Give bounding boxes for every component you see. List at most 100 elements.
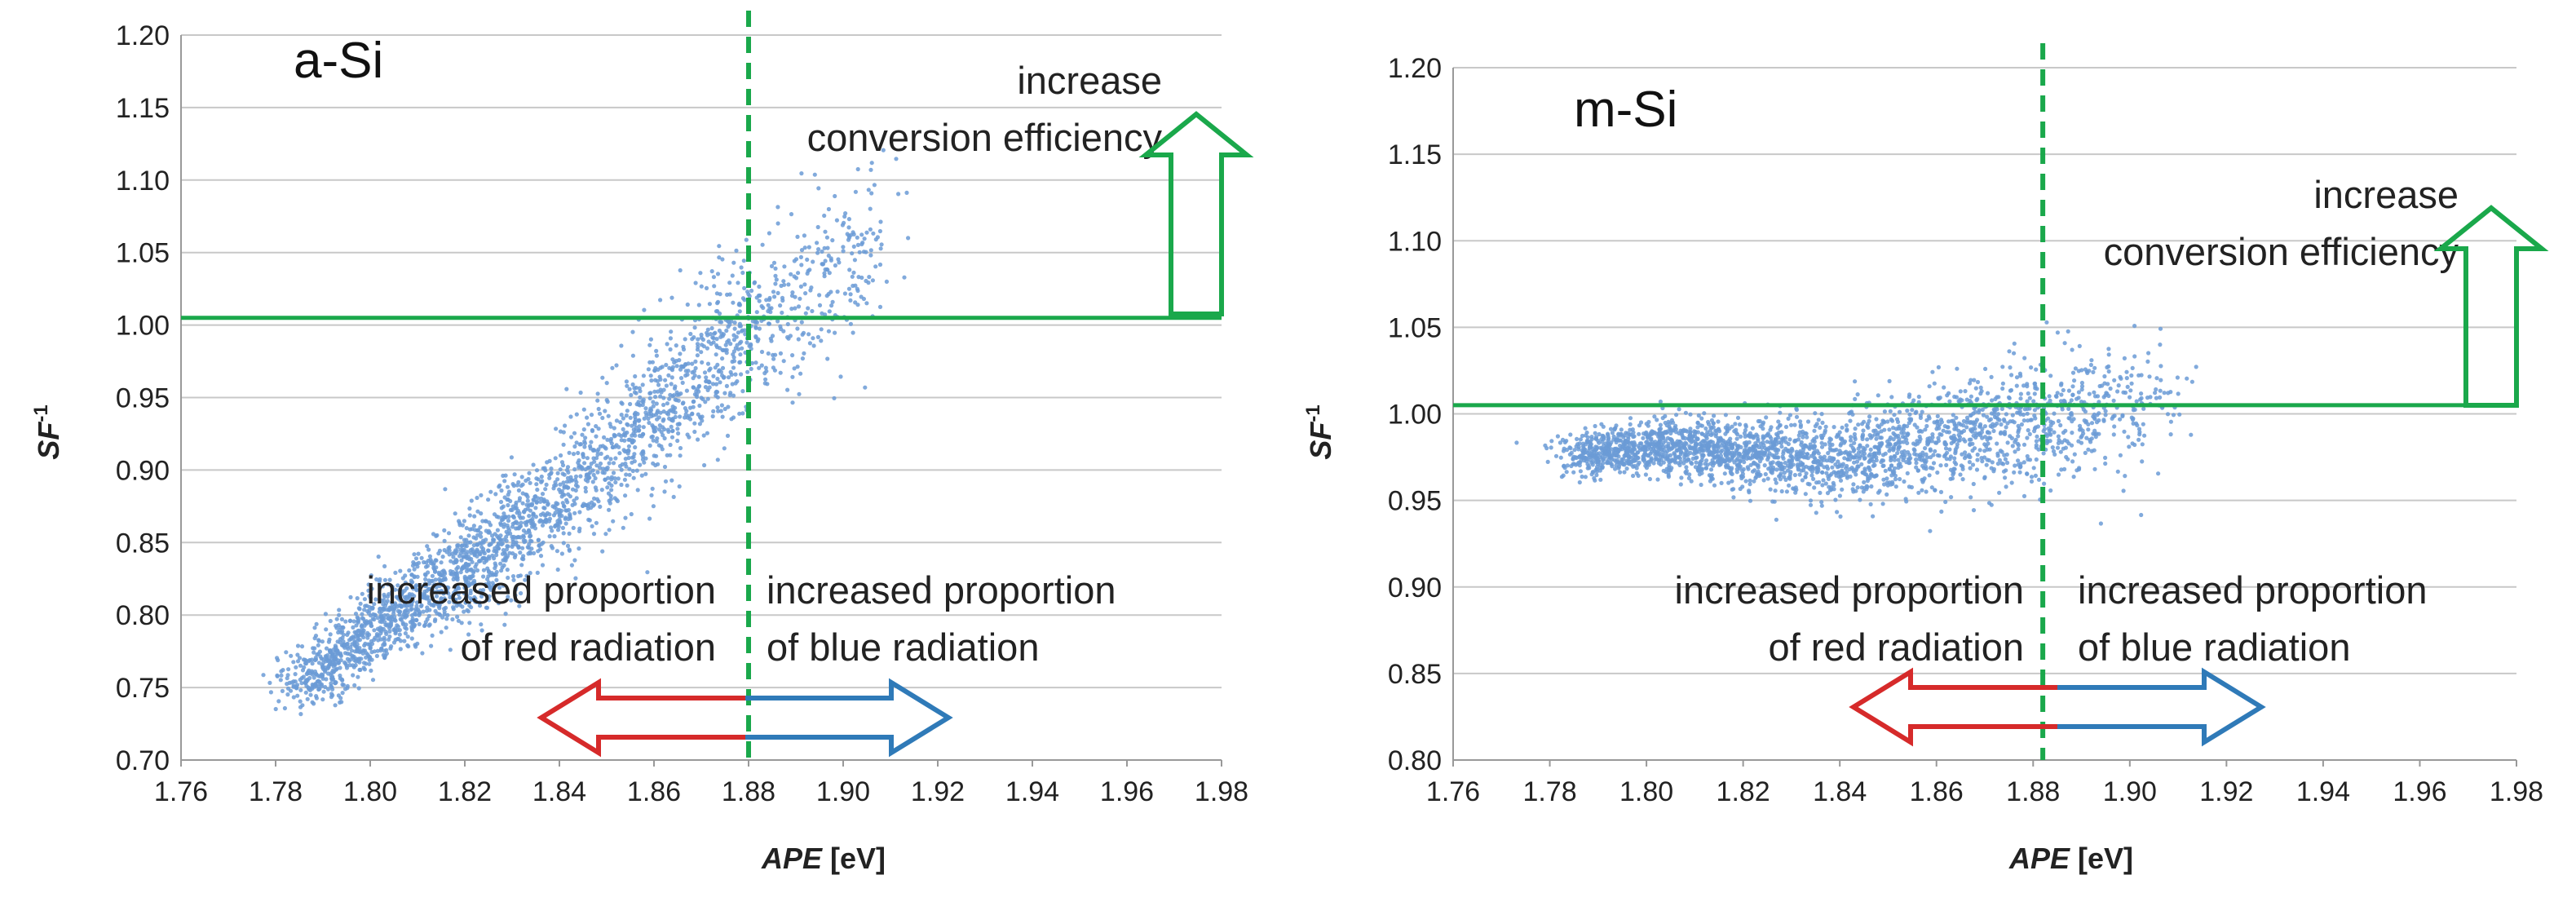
m-si-scatter-point	[1879, 435, 1884, 440]
a-si-scatter-point	[702, 462, 707, 468]
a-si-scatter-point	[477, 600, 482, 605]
a-si-scatter-point	[666, 429, 671, 435]
a-si-scatter-point	[487, 594, 492, 599]
m-si-scatter-point	[1860, 422, 1865, 426]
a-si-scatter-point	[565, 500, 570, 505]
a-si-scatter-point	[700, 360, 705, 365]
a-si-scatter-point	[816, 247, 821, 252]
a-si-scatter-point	[275, 673, 280, 678]
m-si-scatter-point	[1687, 433, 1693, 438]
a-si-scatter-point	[674, 359, 678, 364]
a-si-scatter-point	[462, 519, 467, 524]
m-si-scatter-point	[2103, 455, 2108, 461]
a-si-scatter-point	[490, 533, 495, 538]
a-si-scatter-point	[561, 430, 566, 435]
a-si-scatter-point	[825, 245, 830, 250]
a-si-scatter-point	[568, 414, 573, 419]
a-si-scatter-point	[668, 442, 673, 448]
m-si-scatter-point	[1706, 432, 1711, 437]
m-si-scatter-point	[1773, 436, 1778, 442]
a-si-scatter-point	[625, 422, 630, 426]
m-si-scatter-point	[1761, 451, 1765, 457]
a-si-scatter-point	[610, 365, 615, 370]
m-si-scatter-point	[1956, 421, 1961, 426]
m-si-scatter-point	[1814, 449, 1820, 453]
a-si-scatter-point	[361, 661, 367, 665]
m-si-scatter-point	[2105, 365, 2110, 370]
a-si-scatter-point	[365, 642, 371, 647]
a-si-scatter-point	[811, 259, 815, 264]
m-si-scatter-point	[1910, 408, 1915, 413]
m-si-scatter-point	[1872, 474, 1877, 479]
m-si-scatter-point	[2168, 419, 2173, 424]
a-si-scatter-point	[555, 471, 560, 475]
m-si-scatter-point	[2158, 343, 2163, 347]
a-si-scatter-point	[409, 636, 414, 641]
a-si-scatter-point	[790, 400, 795, 405]
a-si-scatter-point	[610, 444, 615, 450]
a-si-scatter-point	[608, 439, 613, 444]
a-si-scatter-point	[360, 651, 365, 656]
a-si-scatter-point	[559, 508, 564, 513]
a-si-x-tick-label: 1.80	[343, 776, 397, 807]
m-si-scatter-point	[2141, 406, 2146, 411]
a-si-scatter-point	[640, 454, 646, 459]
m-si-scatter-point	[1732, 451, 1737, 456]
a-si-x-tick-label: 1.98	[1195, 776, 1248, 807]
m-si-scatter-point	[2029, 475, 2035, 480]
m-si-scatter-point	[1970, 462, 1976, 467]
m-si-scatter-point	[1712, 483, 1717, 488]
a-si-scatter-point	[378, 648, 383, 653]
a-si-scatter-point	[607, 498, 612, 503]
m-si-scatter-point	[1608, 426, 1614, 431]
a-si-scatter-point	[448, 647, 453, 652]
a-si-scatter-point	[619, 438, 624, 443]
a-si-scatter-point	[640, 382, 645, 387]
a-si-scatter-point	[512, 472, 517, 477]
m-si-scatter-point	[1928, 528, 1933, 533]
m-si-scatter-point	[2147, 374, 2152, 379]
a-si-scatter-point	[731, 415, 736, 420]
a-si-y-axis-label-var: SF	[32, 422, 65, 460]
m-si-scatter-point	[1898, 440, 1903, 445]
a-si-scatter-point	[499, 568, 504, 573]
a-si-scatter-point	[454, 603, 459, 608]
a-si-scatter-point	[873, 264, 878, 269]
a-si-scatter-point	[715, 376, 720, 382]
a-si-panel-label: a-Si	[294, 33, 383, 89]
m-si-scatter-point	[1892, 413, 1897, 418]
a-si-scatter-point	[800, 332, 805, 337]
a-si-scatter-point	[447, 548, 452, 553]
m-si-scatter-point	[1947, 399, 1952, 404]
a-si-scatter-point	[798, 284, 804, 289]
m-si-scatter-point	[2016, 434, 2021, 439]
a-si-scatter-point	[341, 683, 346, 687]
m-si-scatter-point	[2010, 413, 2015, 418]
a-si-scatter-point	[364, 621, 369, 626]
a-si-scatter-point	[316, 661, 321, 665]
a-si-scatter-point	[799, 263, 804, 267]
a-si-scatter-point	[833, 330, 837, 335]
a-si-scatter-point	[862, 236, 867, 241]
m-si-scatter-point	[1949, 495, 1954, 500]
a-si-scatter-point	[864, 301, 869, 306]
a-si-scatter-point	[340, 635, 345, 640]
a-si-scatter-point	[802, 351, 806, 356]
a-si-scatter-point	[426, 570, 431, 575]
a-si-scatter-point	[387, 629, 392, 634]
a-si-scatter-point	[852, 258, 857, 263]
m-si-scatter-point	[1765, 440, 1770, 444]
a-si-scatter-point	[560, 525, 566, 531]
m-si-scatter-point	[1917, 439, 1922, 444]
a-si-scatter-point	[692, 373, 697, 378]
a-si-scatter-point	[519, 475, 524, 480]
m-si-scatter-point	[1813, 411, 1818, 416]
a-si-scatter-point	[390, 585, 395, 590]
a-si-scatter-point	[719, 320, 724, 325]
a-si-scatter-point	[455, 543, 460, 548]
a-si-scatter-point	[517, 514, 522, 519]
a-si-scatter-point	[351, 625, 356, 630]
m-si-scatter-point	[2132, 354, 2137, 359]
a-si-x-tick-label: 1.92	[911, 776, 965, 807]
a-si-scatter-point	[605, 437, 610, 442]
